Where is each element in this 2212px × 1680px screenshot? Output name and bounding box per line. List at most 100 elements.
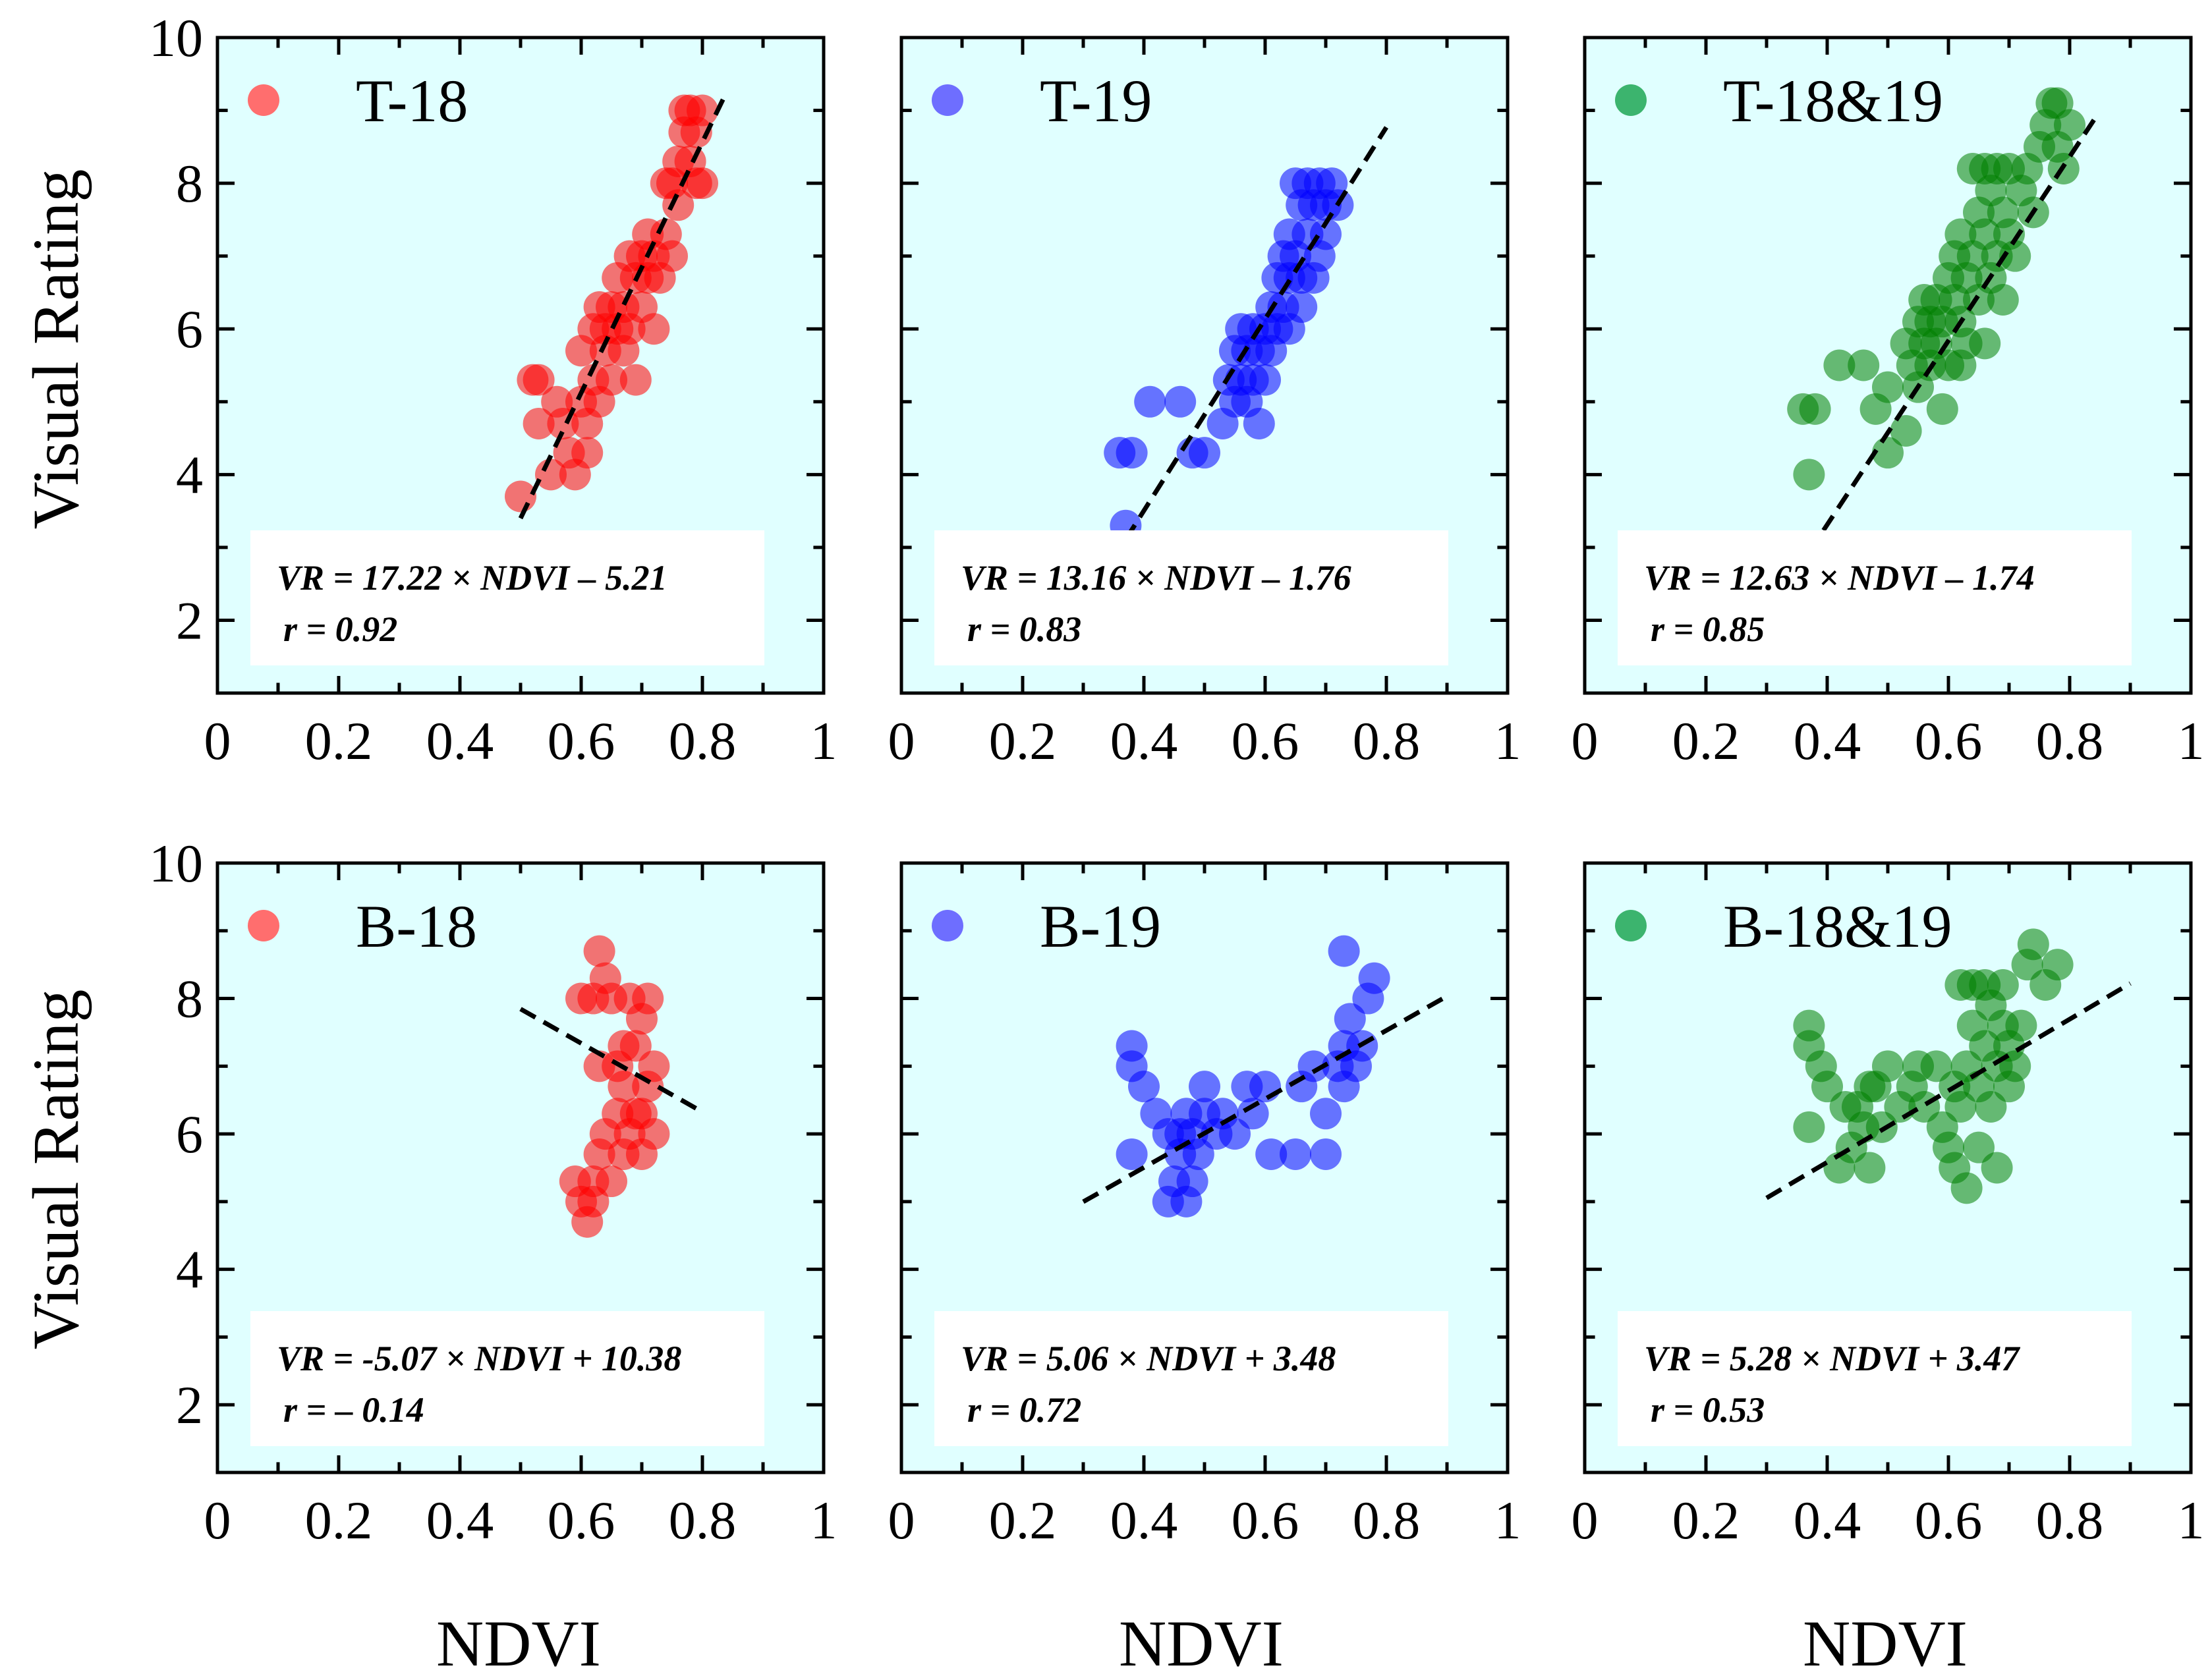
- data-point: [1249, 364, 1281, 396]
- x-tick-label: 1: [2178, 711, 2205, 771]
- data-point: [1872, 371, 1904, 403]
- data-point: [1358, 962, 1390, 994]
- data-point: [1926, 393, 1958, 425]
- data-point: [608, 1071, 640, 1103]
- y-tick-label: 4: [176, 445, 203, 505]
- legend-marker: [932, 910, 963, 941]
- legend-marker: [248, 84, 279, 116]
- x-tick-label: 0.6: [548, 711, 615, 771]
- y-axis-label-top: Visual Rating: [19, 169, 92, 530]
- regression-line: [1765, 981, 2132, 1200]
- scatter-series: [1116, 935, 1390, 1218]
- regression-equation: VR = 17.22 × NDVI – 5.21: [277, 558, 667, 598]
- data-point: [1963, 1131, 1995, 1163]
- data-point: [1219, 1118, 1251, 1150]
- x-tick-label: 0.8: [1353, 711, 1421, 771]
- equation-box: [1618, 530, 2132, 665]
- regression-line: [519, 1007, 704, 1114]
- y-axis-label-bottom: Visual Rating: [19, 990, 92, 1350]
- x-tick-label: 0.4: [1794, 711, 1861, 771]
- plot-frame: [215, 36, 826, 695]
- scatter-series: [1787, 87, 2085, 491]
- data-point: [608, 1030, 640, 1062]
- panel-2: VR = 12.63 × NDVI – 1.74 r = 0.85 T-18&19 0…: [1572, 36, 2205, 771]
- data-point: [1116, 437, 1148, 469]
- x-tick-label: 0.4: [426, 711, 494, 771]
- data-point: [1872, 1050, 1904, 1082]
- data-point: [1280, 1138, 1311, 1170]
- y-tick-label: 8: [176, 154, 203, 213]
- x-tick-label: 0.8: [2036, 1490, 2104, 1550]
- data-point: [626, 1098, 658, 1130]
- data-point: [1890, 415, 1922, 447]
- y-tick-label: 6: [176, 299, 203, 359]
- data-point: [1189, 1071, 1220, 1103]
- regression-equation: VR = 5.28 × NDVI + 3.47: [1644, 1339, 2020, 1378]
- data-point: [1116, 1138, 1148, 1170]
- data-point: [1273, 313, 1305, 345]
- panel-title: B-18: [356, 893, 477, 960]
- panel-title: B-19: [1040, 893, 1161, 960]
- x-tick-label: 0.8: [669, 1490, 737, 1550]
- legend-marker: [248, 910, 279, 941]
- data-point: [2017, 928, 2049, 961]
- data-point: [1310, 218, 1342, 250]
- data-point: [632, 982, 664, 1015]
- x-tick-label: 1: [1494, 711, 1521, 771]
- data-point: [1975, 1091, 2007, 1123]
- x-tick-label: 0: [204, 711, 231, 771]
- legend-marker: [1615, 910, 1647, 941]
- x-tick-label: 1: [810, 711, 837, 771]
- data-point: [1176, 1165, 1208, 1198]
- x-tick-label: 0.8: [2036, 711, 2104, 771]
- x-tick-label: 0.4: [1110, 1490, 1178, 1550]
- data-point: [1865, 1111, 1898, 1143]
- data-point: [2005, 1009, 2037, 1042]
- x-tick-label: 0.2: [305, 1490, 373, 1550]
- x-tick-label: 0: [888, 711, 915, 771]
- data-point: [1999, 240, 2031, 272]
- data-point: [1793, 459, 1825, 491]
- correlation-coefficient: r = 0.92: [283, 609, 397, 649]
- data-point: [2041, 949, 2074, 981]
- data-point: [583, 935, 615, 967]
- data-point: [662, 189, 695, 221]
- panel-title: T-18: [356, 67, 468, 134]
- equation-box: [1618, 1311, 2132, 1446]
- regression-line: [1807, 119, 2096, 554]
- x-tick-label: 0.6: [1915, 1490, 1983, 1550]
- y-tick-label: 6: [176, 1104, 203, 1164]
- data-point: [1811, 1071, 1843, 1103]
- data-point: [1987, 969, 2019, 1001]
- x-tick-label: 0.8: [669, 711, 737, 771]
- data-point: [1310, 1098, 1342, 1130]
- x-tick-label: 0: [1572, 1490, 1599, 1550]
- x-tick-label: 0.2: [989, 711, 1057, 771]
- data-point: [1249, 1071, 1281, 1103]
- regression-equation: VR = 12.63 × NDVI – 1.74: [1644, 558, 2035, 598]
- equation-box: [250, 530, 764, 665]
- data-point: [583, 1050, 615, 1082]
- x-tick-label: 0.2: [305, 711, 373, 771]
- data-point: [1950, 1172, 1983, 1204]
- x-axis-label-right: NDVI: [1803, 1607, 1968, 1680]
- regression-equation: VR = 5.06 × NDVI + 3.48: [961, 1339, 1336, 1378]
- data-point: [1944, 349, 1977, 381]
- plot-frame: [1583, 861, 2193, 1474]
- y-tick-label: 8: [176, 969, 203, 1029]
- x-tick-label: 0: [1572, 711, 1599, 771]
- x-tick-label: 0.6: [1232, 1490, 1299, 1550]
- x-tick-label: 0: [204, 1490, 231, 1550]
- y-tick-label: 2: [176, 590, 203, 650]
- panel-1: VR = 13.16 × NDVI – 1.76 r = 0.83 T-19 0 0.2…: [888, 36, 1521, 771]
- x-tick-label: 1: [1494, 1490, 1521, 1550]
- data-point: [523, 407, 555, 439]
- data-point: [577, 1185, 610, 1218]
- x-tick-label: 1: [810, 1490, 837, 1550]
- scatter-series: [505, 94, 718, 513]
- data-point: [571, 437, 604, 469]
- data-point: [1255, 1138, 1288, 1170]
- plot-frame: [899, 36, 1510, 695]
- equation-box: [250, 1311, 764, 1446]
